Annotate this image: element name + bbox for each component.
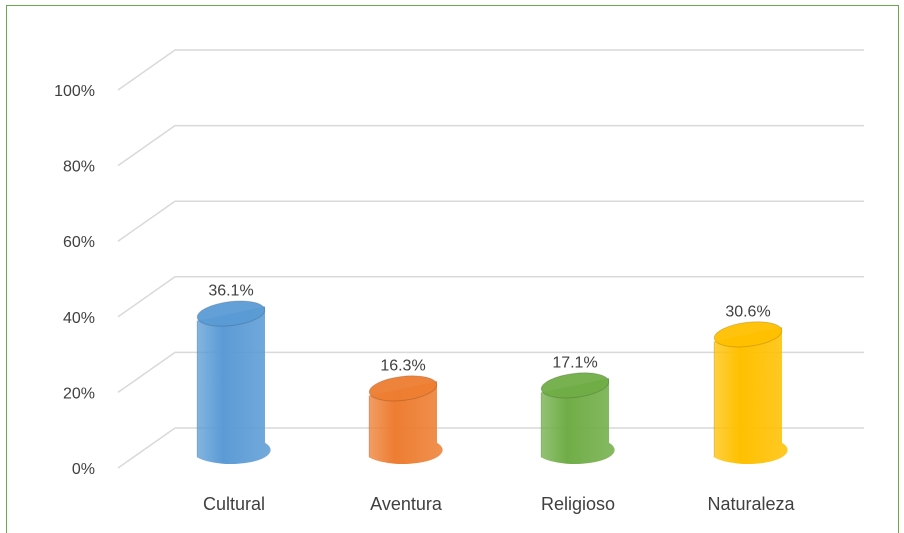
bar-body <box>541 378 615 464</box>
bar-cap <box>713 321 783 348</box>
bar-cultural <box>196 300 271 464</box>
category-label: Aventura <box>370 494 443 514</box>
gridline <box>117 427 864 469</box>
category-label: Cultural <box>203 494 265 514</box>
bar-naturaleza <box>713 321 788 464</box>
category-labels: Cultural Aventura Religioso Naturaleza <box>203 494 796 514</box>
gridlines <box>117 49 864 469</box>
gridline <box>117 200 864 242</box>
data-label: 30.6% <box>725 303 770 320</box>
y-tick-label: 40% <box>63 310 95 327</box>
y-tick-label: 20% <box>63 385 95 402</box>
y-tick-label: 100% <box>54 83 95 100</box>
category-label: Religioso <box>541 494 615 514</box>
y-tick-label: 80% <box>63 159 95 176</box>
bar-religioso <box>540 372 615 464</box>
bar-aventura <box>368 375 443 464</box>
gridline <box>117 351 864 394</box>
y-tick-label: 0% <box>72 461 95 478</box>
bar-cap <box>196 300 266 327</box>
data-label: 36.1% <box>208 283 253 300</box>
bars <box>196 300 788 464</box>
data-label: 16.3% <box>380 357 425 374</box>
bar-body <box>714 327 788 464</box>
bar-body <box>369 381 443 464</box>
data-label: 17.1% <box>552 354 597 371</box>
y-axis-ticks: 0% 20% 40% 60% 80% 100% <box>54 83 95 478</box>
bar-cap <box>540 372 610 399</box>
y-tick-label: 60% <box>63 234 95 251</box>
gridline <box>117 124 864 167</box>
gridline <box>117 49 864 91</box>
gridline <box>117 276 864 318</box>
bar-cap <box>368 375 438 402</box>
category-label: Naturaleza <box>707 494 795 514</box>
bar-body <box>197 306 271 464</box>
data-labels: 36.1% 16.3% 17.1% 30.6% <box>208 283 770 375</box>
